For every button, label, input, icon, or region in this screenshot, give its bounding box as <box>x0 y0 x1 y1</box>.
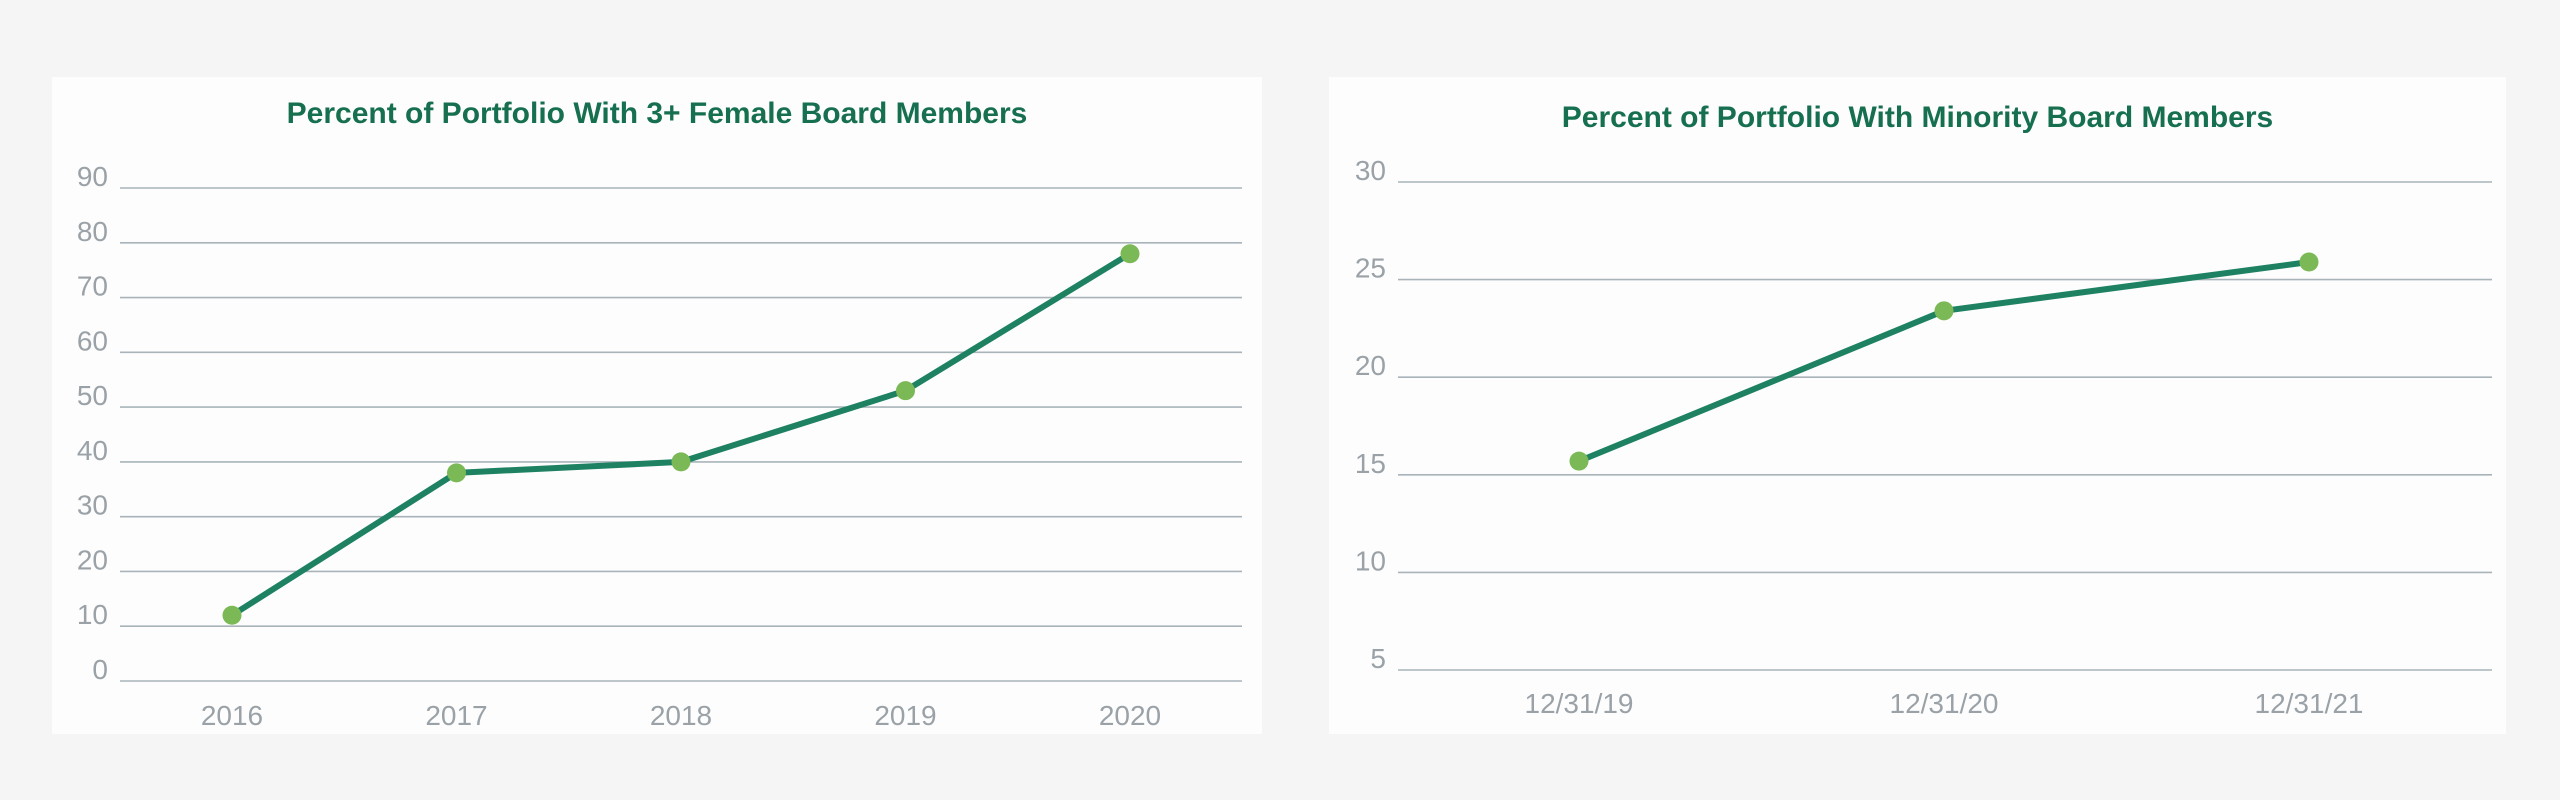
data-point <box>2299 252 2319 272</box>
y-tick-label: 70 <box>77 271 108 302</box>
data-point <box>447 463 466 483</box>
series-line <box>1576 259 2312 465</box>
y-tick-label: 40 <box>77 435 108 466</box>
y-tick-label: 80 <box>77 216 108 247</box>
y-tick-label: 30 <box>1355 155 1386 186</box>
y-tick-label: 15 <box>1355 448 1386 479</box>
x-tick-label: 2019 <box>874 700 936 731</box>
minority-board-chart: 5 10 15 20 25 30 12/31/19 12/31/20 12/31/21 <box>1355 155 2492 719</box>
y-tick-label: 10 <box>77 599 108 630</box>
chart-title: Percent of Portfolio With Minority Board… <box>1561 101 2274 134</box>
data-point <box>1569 451 1589 471</box>
data-point <box>1120 244 1140 264</box>
y-tick-label: 5 <box>1370 643 1386 674</box>
y-tick-label: 25 <box>1355 253 1386 284</box>
y-tick-label: 60 <box>77 325 108 356</box>
data-point <box>671 452 691 472</box>
x-tick-label: 12/31/19 <box>1525 688 1634 719</box>
y-tick-label: 90 <box>77 161 108 192</box>
y-tick-label: 0 <box>92 654 108 685</box>
data-point <box>222 605 242 625</box>
y-tick-label: 20 <box>77 544 108 575</box>
series-line <box>229 250 1133 619</box>
x-tick-label: 2018 <box>650 700 712 731</box>
x-tick-label: 2020 <box>1099 700 1161 731</box>
female-board-chart: 0 10 20 30 40 50 60 70 80 90 2016 2017 2018 2019 2020 <box>77 161 1242 731</box>
x-tick-label: 2016 <box>201 700 263 731</box>
data-point <box>896 381 915 401</box>
minority-board-chart-panel: Percent of Portfolio With Minority Board… <box>1329 77 2506 734</box>
y-tick-label: 20 <box>1355 350 1386 381</box>
y-tick-label: 10 <box>1355 545 1386 576</box>
y-tick-label: 30 <box>77 490 108 521</box>
female-board-chart-panel: Percent of Portfolio With 3+ Female Boar… <box>52 77 1262 734</box>
y-tick-label: 50 <box>77 380 108 411</box>
x-tick-label: 12/31/21 <box>2255 688 2364 719</box>
chart-title: Percent of Portfolio With 3+ Female Boar… <box>286 97 1028 130</box>
x-tick-label: 2017 <box>425 700 487 731</box>
x-tick-label: 12/31/20 <box>1890 688 1999 719</box>
data-point <box>1934 301 1954 321</box>
